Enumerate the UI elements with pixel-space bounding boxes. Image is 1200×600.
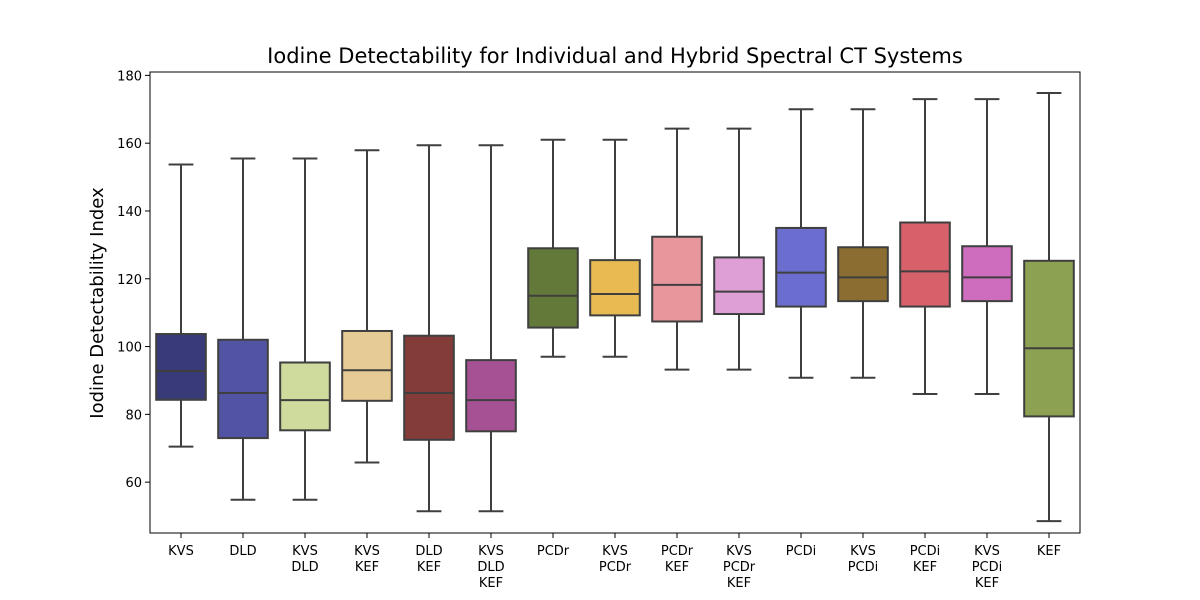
iqr-box	[403, 334, 455, 441]
x-tick-label: DLD KEF	[415, 544, 442, 575]
iqr-box	[279, 361, 331, 432]
iqr-box	[589, 259, 641, 317]
y-tick-label: 100	[117, 341, 142, 356]
iqr-box	[651, 235, 703, 323]
y-tick-label: 60	[125, 476, 142, 491]
iqr-box	[961, 245, 1013, 303]
x-tick-label-line: DLD	[415, 544, 442, 559]
x-tick-label-line: KVS	[478, 544, 504, 559]
box-kvs-dld-kef	[465, 144, 517, 513]
x-tick-label: PCDr KEF	[661, 544, 694, 575]
x-tick-label-line: PCDr	[537, 544, 570, 559]
x-tick-label: KVS PCDr	[599, 544, 632, 575]
x-tick-label-line: KVS	[354, 544, 380, 559]
plot-frame	[149, 71, 1081, 534]
x-tick-label-line: KVS	[602, 544, 628, 559]
box-pcdr-kef	[651, 127, 703, 371]
x-tick-label: KVS DLD	[291, 544, 318, 575]
box-kvs-pcdi	[837, 108, 889, 379]
x-tick-label-line: KEF	[913, 560, 937, 575]
iqr-box	[713, 256, 765, 316]
x-tick-label: DLD	[229, 544, 256, 559]
y-axis: 60 80 100 120 140 160 180	[117, 69, 150, 491]
x-tick-label: KVS DLD KEF	[477, 544, 504, 591]
x-tick-label: KVS PCDr KEF	[723, 544, 756, 591]
y-tick-label: 140	[117, 205, 142, 220]
x-tick-label-line: KEF	[727, 576, 751, 591]
y-tick-label: 180	[117, 69, 142, 84]
x-tick-label-line: KEF	[975, 576, 999, 591]
x-tick-label: KVS KEF	[354, 544, 380, 575]
iqr-box	[775, 226, 827, 308]
y-tick-label: 80	[125, 408, 142, 423]
x-tick-label-line: PCDi	[910, 544, 941, 559]
iqr-box	[527, 247, 579, 329]
box-kef	[1023, 92, 1075, 523]
x-tick-label: PCDr	[537, 544, 570, 559]
x-tick-label-line: PCDi	[972, 560, 1003, 575]
chart-title: Iodine Detectability for Individual and …	[267, 44, 963, 68]
box-pcdi	[775, 108, 827, 379]
x-tick-label: PCDi KEF	[910, 544, 941, 575]
box-kvs	[155, 163, 207, 448]
x-tick-label-line: DLD	[229, 544, 256, 559]
iqr-box	[341, 329, 393, 402]
x-tick-label-line: KEF	[1037, 544, 1061, 559]
boxes-group	[155, 92, 1075, 523]
iqr-box	[837, 246, 889, 303]
iqr-box	[155, 333, 207, 401]
x-tick-label-line: KVS	[292, 544, 318, 559]
x-tick-label: KEF	[1037, 544, 1061, 559]
box-pcdi-kef	[899, 98, 951, 396]
x-tick-label: KVS PCDi	[848, 544, 879, 575]
y-axis-label: Iodine Detectability Index	[87, 187, 108, 419]
box-pcdr	[527, 138, 579, 358]
box-kvs-pcdr	[589, 138, 641, 358]
box-dld-kef	[403, 144, 455, 513]
box-kvs-dld	[279, 157, 331, 501]
x-tick-label-line: PCDr	[599, 560, 632, 575]
x-tick-label: KVS	[168, 544, 194, 559]
x-tick-label: KVS PCDi KEF	[972, 544, 1003, 591]
box-kvs-pcdi-kef	[961, 98, 1013, 396]
box-dld	[217, 157, 269, 501]
iqr-box	[1023, 259, 1075, 418]
x-tick-label-line: KEF	[479, 576, 503, 591]
x-tick-label-line: KVS	[850, 544, 876, 559]
x-tick-label-line: PCDr	[723, 560, 756, 575]
iqr-box	[217, 338, 269, 440]
x-tick-label-line: KEF	[417, 560, 441, 575]
x-tick-label-line: PCDr	[661, 544, 694, 559]
x-tick-label-line: DLD	[291, 560, 318, 575]
y-tick-label: 160	[117, 137, 142, 152]
x-tick-label-line: PCDi	[786, 544, 817, 559]
x-tick-label-line: KVS	[974, 544, 1000, 559]
iqr-box	[899, 221, 951, 308]
x-tick-label-line: KVS	[168, 544, 194, 559]
x-tick-label: PCDi	[786, 544, 817, 559]
x-tick-label-line: KVS	[726, 544, 752, 559]
iqr-box	[465, 359, 517, 433]
box-kvs-kef	[341, 149, 393, 464]
y-tick-label: 120	[117, 273, 142, 288]
box-kvs-pcdr-kef	[713, 127, 765, 371]
x-tick-label-line: KEF	[355, 560, 379, 575]
x-tick-label-line: DLD	[477, 560, 504, 575]
x-tick-label-line: PCDi	[848, 560, 879, 575]
x-tick-label-line: KEF	[665, 560, 689, 575]
